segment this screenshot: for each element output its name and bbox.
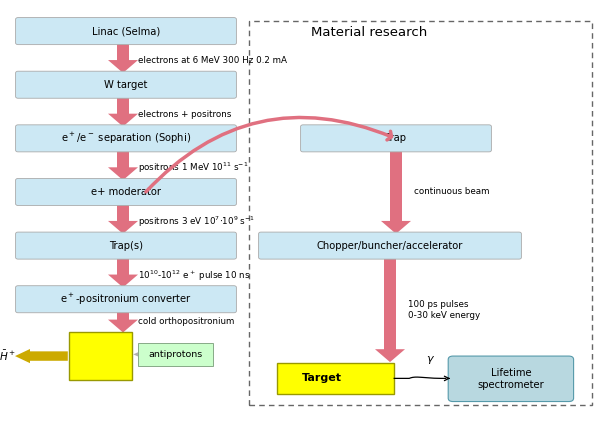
Text: antiprotons: antiprotons bbox=[148, 350, 203, 359]
Text: Target: Target bbox=[302, 373, 341, 384]
Text: continuous beam: continuous beam bbox=[414, 187, 490, 196]
Text: e+ moderator: e+ moderator bbox=[91, 187, 161, 197]
FancyBboxPatch shape bbox=[16, 232, 236, 259]
Text: e$^+$/e$^-$ separation (Sophi): e$^+$/e$^-$ separation (Sophi) bbox=[61, 131, 191, 146]
FancyBboxPatch shape bbox=[16, 286, 236, 313]
Text: W target: W target bbox=[104, 80, 148, 90]
Text: Trap: Trap bbox=[386, 133, 407, 143]
FancyArrow shape bbox=[381, 150, 411, 234]
FancyArrow shape bbox=[108, 204, 138, 234]
Text: electrons at 6 MeV 300 Hz 0.2 mA: electrons at 6 MeV 300 Hz 0.2 mA bbox=[138, 57, 287, 65]
Text: Trap(s): Trap(s) bbox=[109, 241, 143, 251]
Text: $\gamma$: $\gamma$ bbox=[425, 353, 435, 366]
Text: 10$^{10}$-10$^{12}$ e$^+$ pulse 10 ns: 10$^{10}$-10$^{12}$ e$^+$ pulse 10 ns bbox=[138, 268, 250, 283]
Bar bbox=[69, 332, 132, 380]
FancyArrow shape bbox=[108, 97, 138, 127]
FancyBboxPatch shape bbox=[16, 71, 236, 98]
FancyArrow shape bbox=[108, 257, 138, 287]
Bar bbox=[277, 363, 394, 394]
Bar bbox=[138, 343, 213, 366]
FancyBboxPatch shape bbox=[259, 232, 521, 259]
Text: electrons + positrons: electrons + positrons bbox=[138, 110, 232, 119]
Text: Material research: Material research bbox=[311, 26, 427, 39]
FancyBboxPatch shape bbox=[16, 18, 236, 45]
FancyArrow shape bbox=[133, 348, 146, 360]
Text: positrons 1 MeV 10$^{11}$ s$^{-1}$: positrons 1 MeV 10$^{11}$ s$^{-1}$ bbox=[138, 161, 248, 175]
Text: 100 ps pulses
0-30 keV energy: 100 ps pulses 0-30 keV energy bbox=[408, 300, 480, 320]
FancyArrow shape bbox=[108, 311, 138, 332]
Text: positrons 3 eV 10$^7$$\cdot$10$^9$ s$^{-1}$: positrons 3 eV 10$^7$$\cdot$10$^9$ s$^{-… bbox=[138, 214, 255, 229]
FancyBboxPatch shape bbox=[16, 178, 236, 205]
Text: Chopper/buncher/accelerator: Chopper/buncher/accelerator bbox=[317, 241, 463, 251]
Text: cold orthopositronium: cold orthopositronium bbox=[138, 317, 235, 326]
FancyArrow shape bbox=[108, 150, 138, 180]
Text: $\bar{H}^+$: $\bar{H}^+$ bbox=[0, 349, 16, 363]
FancyBboxPatch shape bbox=[301, 125, 491, 152]
FancyArrow shape bbox=[15, 349, 68, 363]
Bar bbox=[249, 21, 592, 405]
FancyArrow shape bbox=[108, 43, 138, 73]
Text: e$^+$-positronium converter: e$^+$-positronium converter bbox=[60, 292, 192, 307]
Text: Linac (Selma): Linac (Selma) bbox=[92, 26, 160, 36]
FancyArrow shape bbox=[375, 257, 405, 362]
FancyBboxPatch shape bbox=[16, 125, 236, 152]
Text: Lifetime
spectrometer: Lifetime spectrometer bbox=[478, 368, 544, 390]
FancyBboxPatch shape bbox=[448, 356, 574, 402]
